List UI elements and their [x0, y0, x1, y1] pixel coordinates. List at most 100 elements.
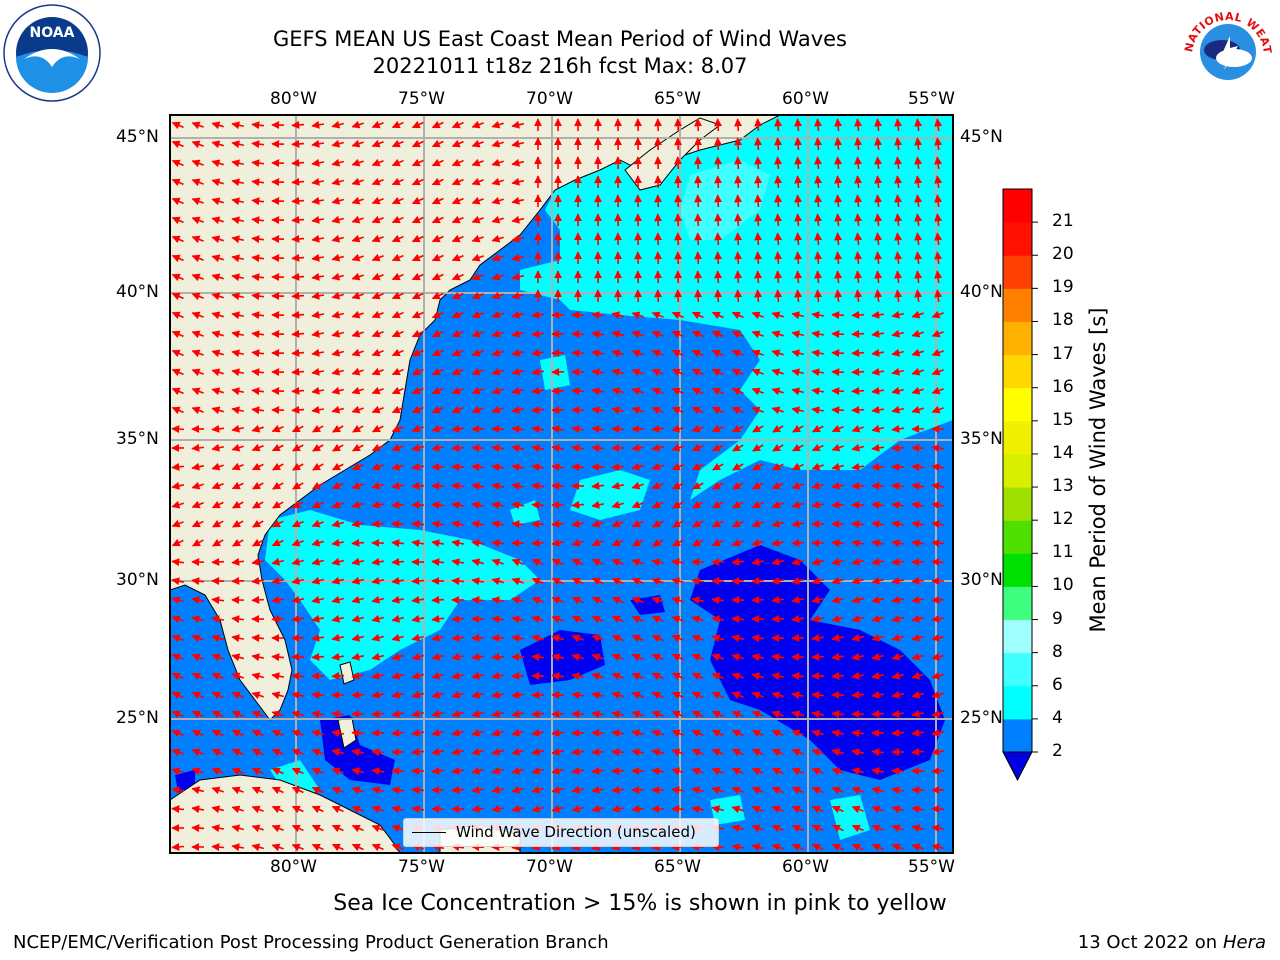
- wave-direction-arrow: [371, 253, 384, 262]
- wave-direction-arrow: [811, 519, 825, 528]
- wave-direction-arrow: [814, 232, 823, 246]
- chart-subtitle: 20221011 t18z 216h fcst Max: 8.07: [372, 54, 748, 78]
- wave-direction-arrow: [391, 405, 404, 414]
- colorbar-tick-label: 20: [1052, 244, 1074, 265]
- wave-direction-arrow: [871, 539, 885, 548]
- wave-direction-arrow: [291, 405, 305, 414]
- wave-direction-arrow: [451, 196, 464, 205]
- wave-direction-arrow: [251, 406, 265, 415]
- colorbar-tick-label: 15: [1052, 409, 1074, 430]
- wave-direction-arrow: [371, 633, 385, 642]
- wave-direction-arrow: [611, 387, 625, 396]
- wave-direction-arrow: [211, 462, 224, 471]
- wave-direction-arrow: [331, 633, 345, 642]
- wave-direction-arrow: [251, 538, 264, 547]
- wave-direction-arrow: [831, 500, 845, 509]
- wave-direction-arrow: [911, 539, 925, 548]
- wave-direction-arrow: [694, 175, 703, 189]
- wave-direction-arrow: [351, 405, 364, 414]
- colorbar-tick-label: 8: [1052, 641, 1063, 662]
- wave-direction-arrow: [734, 270, 743, 284]
- wave-direction-arrow: [191, 462, 205, 471]
- wave-direction-arrow: [231, 292, 245, 301]
- wave-direction-arrow: [931, 539, 945, 548]
- wave-direction-arrow: [331, 253, 345, 262]
- wave-direction-arrow: [311, 234, 325, 243]
- wave-direction-arrow: [211, 615, 225, 624]
- wave-direction-arrow: [851, 405, 865, 414]
- wave-direction-arrow: [511, 177, 525, 186]
- wave-direction-arrow: [551, 463, 565, 472]
- wave-direction-arrow: [754, 118, 763, 132]
- wave-direction-arrow: [771, 387, 784, 396]
- wave-direction-arrow: [171, 425, 185, 434]
- wave-direction-arrow: [271, 557, 285, 566]
- wave-direction-arrow: [851, 462, 865, 471]
- wave-direction-arrow: [834, 156, 843, 170]
- wave-direction-arrow: [411, 633, 425, 642]
- wave-direction-arrow: [291, 614, 305, 623]
- wave-direction-arrow: [411, 177, 424, 186]
- wave-direction-arrow: [711, 653, 724, 662]
- wave-direction-arrow: [631, 672, 644, 681]
- wave-direction-arrow: [851, 539, 865, 548]
- wave-direction-arrow: [511, 444, 525, 453]
- wave-direction-arrow: [671, 443, 684, 452]
- lat-tick-right-40n: 40°N: [960, 282, 1003, 302]
- wave-direction-arrow: [631, 387, 644, 396]
- wave-direction-arrow: [771, 330, 784, 339]
- wave-direction-arrow: [811, 576, 825, 585]
- colorbar-segment: [1003, 553, 1032, 587]
- wave-direction-arrow: [251, 349, 265, 358]
- colorbar-segment: [1003, 420, 1032, 455]
- wave-direction-arrow: [191, 368, 204, 377]
- wave-direction-arrow: [774, 156, 783, 170]
- wave-direction-arrow: [751, 595, 765, 604]
- wave-direction-arrow: [191, 672, 204, 681]
- wave-direction-arrow: [411, 786, 425, 795]
- wave-direction-arrow: [211, 672, 224, 681]
- wave-direction-arrow: [931, 310, 944, 319]
- wave-direction-arrow: [191, 197, 204, 206]
- wave-direction-arrow: [631, 330, 644, 339]
- wave-direction-arrow: [571, 577, 584, 586]
- wave-direction-arrow: [171, 121, 184, 130]
- wave-direction-arrow: [351, 595, 365, 604]
- colorbar-tick-label: 6: [1052, 674, 1063, 695]
- wave-direction-arrow: [252, 481, 264, 490]
- wave-direction-arrow: [871, 348, 885, 357]
- wave-direction-arrow: [491, 310, 504, 319]
- wave-direction-arrow: [431, 501, 445, 510]
- wave-direction-arrow: [591, 481, 605, 490]
- wave-direction-arrow: [691, 672, 704, 681]
- wave-direction-arrow: [651, 349, 664, 358]
- wave-direction-arrow: [171, 481, 185, 490]
- wave-direction-arrow: [352, 424, 364, 433]
- colorbar-segment: [1003, 586, 1032, 621]
- wave-direction-arrow: [171, 558, 185, 567]
- wave-direction-arrow: [831, 462, 845, 471]
- wave-direction-arrow: [531, 615, 544, 624]
- wave-direction-arrow: [651, 596, 664, 605]
- wave-direction-arrow: [231, 330, 245, 339]
- wave-direction-arrow: [771, 557, 785, 566]
- wave-direction-arrow: [551, 596, 564, 605]
- wave-direction-arrow: [211, 121, 224, 130]
- wave-direction-arrow: [391, 234, 404, 243]
- wave-direction-arrow: [631, 368, 644, 377]
- wave-direction-arrow: [891, 329, 905, 338]
- wave-direction-arrow: [891, 520, 905, 529]
- wave-direction-arrow: [914, 213, 923, 227]
- wave-direction-arrow: [794, 213, 803, 227]
- wave-direction-arrow: [351, 291, 364, 300]
- wave-direction-arrow: [671, 406, 684, 415]
- wave-direction-arrow: [591, 615, 604, 624]
- wave-direction-arrow: [891, 728, 905, 737]
- wave-direction-arrow: [291, 348, 305, 357]
- wave-direction-arrow: [212, 538, 224, 547]
- wave-direction-arrow: [692, 519, 704, 528]
- wave-direction-arrow: [911, 501, 925, 510]
- colorbar-segment: [1003, 487, 1032, 521]
- wave-direction-arrow: [911, 786, 925, 795]
- wave-direction-arrow: [834, 137, 843, 151]
